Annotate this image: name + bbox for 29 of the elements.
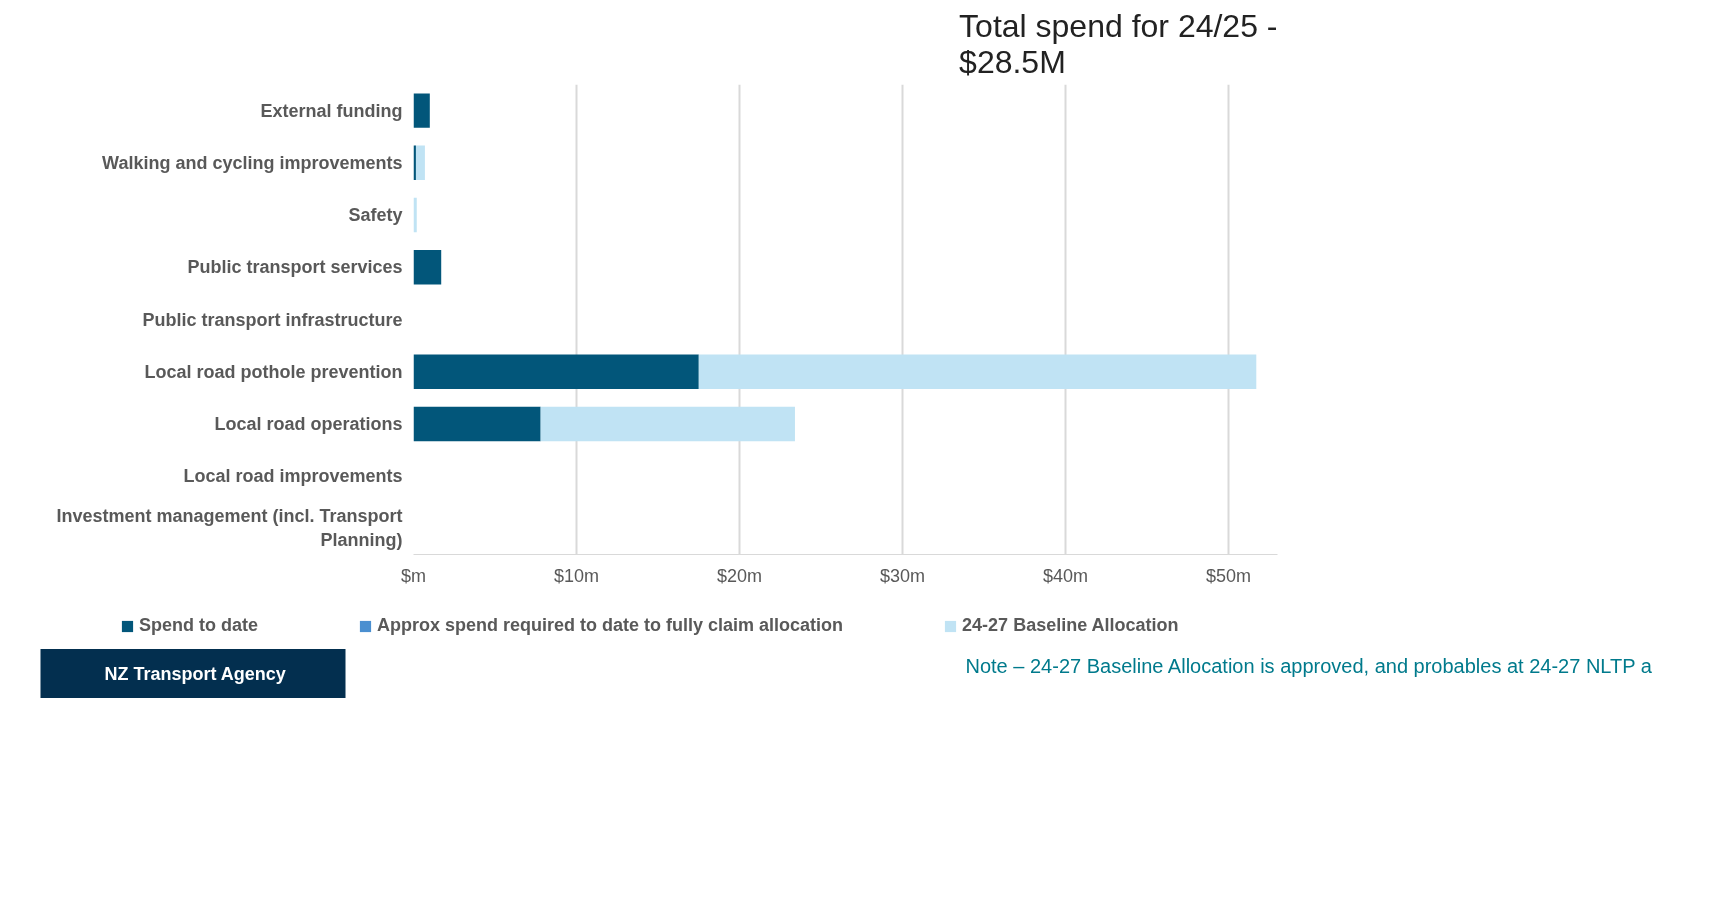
- x-tick-label: $30m: [880, 565, 926, 586]
- text: NZ Transport Agency: [104, 663, 286, 684]
- y-tick-label: Walking and cycling improvements: [102, 152, 403, 173]
- bar: [413, 197, 417, 233]
- y-tick-label: Investment management (incl. Transport Planning): [56, 506, 403, 551]
- y-tick-label: External funding: [260, 100, 403, 121]
- y-tick-label: Local road improvements: [183, 466, 403, 487]
- y-tick-label: Public transport services: [187, 257, 403, 278]
- x-tick-label: $20m: [717, 565, 763, 586]
- y-tick-label: Local road pothole prevention: [144, 361, 403, 382]
- text: Total spend for 24/25 - $28.5M: [959, 7, 1278, 80]
- bar: [413, 406, 541, 442]
- y-tick-label: Local road operations: [214, 413, 403, 434]
- legend-label: Spend to date: [139, 615, 259, 636]
- y-tick-label: Safety: [348, 205, 403, 226]
- bar: [540, 406, 795, 442]
- legend-label: Approx spend required to date to fully claim allocation: [377, 615, 844, 636]
- x-tick-label: $40m: [1043, 565, 1089, 586]
- bar: [413, 354, 699, 389]
- bar: [413, 250, 442, 285]
- y-tick-label: Public transport infrastructure: [142, 309, 403, 330]
- bar: [415, 145, 425, 181]
- text: Note – 24-27 Baseline Allocation is approved, and probables at 24-27 NLTP a: [965, 654, 1653, 677]
- x-tick-label: $50m: [1206, 565, 1252, 586]
- x-tick-label: $10m: [554, 565, 600, 586]
- x-tick-label: $m: [401, 565, 427, 586]
- bar: [698, 354, 1257, 389]
- legend-label: 24-27 Baseline Allocation: [962, 615, 1179, 636]
- bar: [413, 93, 430, 128]
